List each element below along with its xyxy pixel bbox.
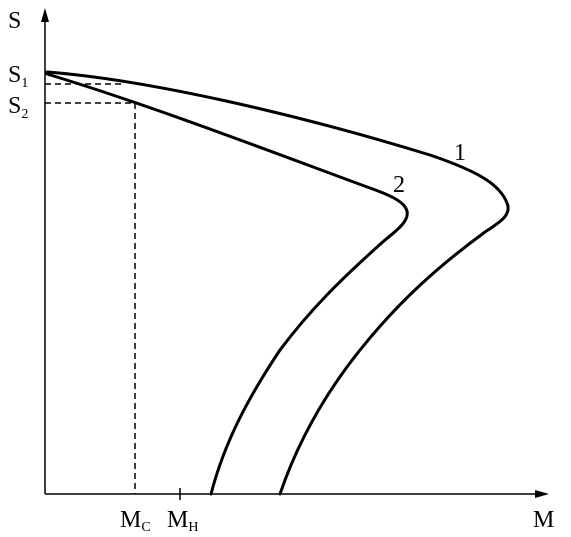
mark-sub: 2 (21, 107, 28, 122)
mark-main: M (120, 507, 141, 533)
x-axis-label: M (533, 507, 554, 533)
mark-sub: 1 (21, 76, 28, 91)
y-mark-label: S2 (8, 93, 28, 122)
mark-sub: Н (188, 520, 198, 535)
curve-2 (45, 72, 409, 496)
y-mark-label: S1 (8, 62, 28, 91)
mark-sub: С (141, 520, 150, 535)
x-mark-label: MС (120, 507, 151, 535)
y-axis-label: S (8, 8, 21, 34)
mark-main: S (8, 93, 21, 119)
mark-main: M (167, 507, 188, 533)
mark-main: S (8, 62, 21, 88)
curve-label: 2 (393, 172, 405, 198)
y-arrow (41, 8, 49, 22)
curve-1 (45, 70, 510, 496)
x-mark-label: MН (167, 507, 198, 535)
curve-label: 1 (454, 140, 466, 166)
x-arrow (535, 490, 549, 498)
